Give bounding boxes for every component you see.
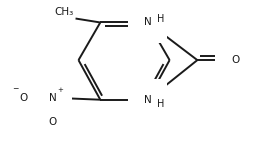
Text: H: H — [157, 99, 164, 109]
Text: N: N — [144, 95, 152, 105]
Text: O: O — [49, 116, 57, 127]
Text: CH₃: CH₃ — [54, 7, 74, 16]
Text: O: O — [231, 55, 239, 65]
Text: O: O — [19, 93, 27, 103]
Text: −: − — [12, 84, 18, 93]
Text: H: H — [157, 13, 164, 24]
Text: N: N — [144, 17, 152, 28]
Text: +: + — [58, 87, 64, 93]
Text: N: N — [49, 93, 57, 103]
